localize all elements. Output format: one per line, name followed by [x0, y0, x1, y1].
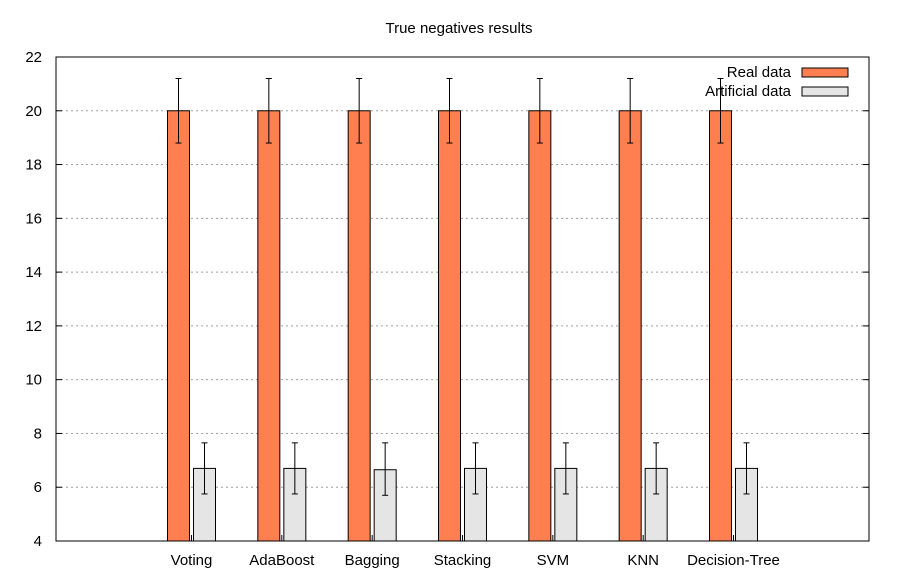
y-tick-label: 12: [25, 318, 42, 335]
bar-real-data: [257, 110, 281, 542]
y-tick-label: 16: [25, 210, 42, 227]
bar-real-data: [709, 110, 732, 542]
axes: 4 6 8 10 12 14 16 18 20 22 Voting AdaBoost Bagging St…: [25, 49, 870, 569]
legend-swatch: [801, 86, 849, 97]
x-tick-label: Bagging: [345, 552, 400, 569]
legend-label: Artificial data: [705, 83, 792, 100]
x-tick-label: AdaBoost: [249, 552, 315, 569]
error-bars: [175, 78, 750, 496]
x-tick-label: KNN: [627, 552, 659, 569]
bar-real-data: [167, 110, 190, 542]
gridlines: [56, 110, 869, 488]
y-tick-label: 8: [34, 425, 42, 442]
y-tick-label: 6: [34, 479, 42, 496]
y-tick-label: 18: [25, 157, 42, 174]
x-tick-label: Voting: [171, 552, 213, 569]
y-tick-label: 4: [34, 533, 42, 550]
x-tick-label: SVM: [537, 552, 570, 569]
chart-title: True negatives results: [385, 20, 532, 37]
y-tick-label: 20: [25, 103, 42, 120]
y-tick-label: 10: [25, 372, 42, 389]
y-tick-label: 14: [25, 264, 42, 281]
legend: Real data Artificial data: [705, 64, 849, 100]
x-tick-label: Stacking: [434, 552, 492, 569]
bar-real-data: [618, 110, 642, 542]
bars: [167, 110, 758, 542]
bar-real-data: [528, 110, 552, 542]
legend-label: Real data: [727, 64, 792, 81]
y-tick-label: 22: [25, 49, 42, 66]
bar-real-data: [347, 110, 371, 542]
bar-real-data: [438, 110, 461, 542]
plot-border: [55, 56, 870, 542]
legend-swatch: [801, 67, 849, 78]
x-tick-label: Decision-Tree: [687, 552, 780, 569]
